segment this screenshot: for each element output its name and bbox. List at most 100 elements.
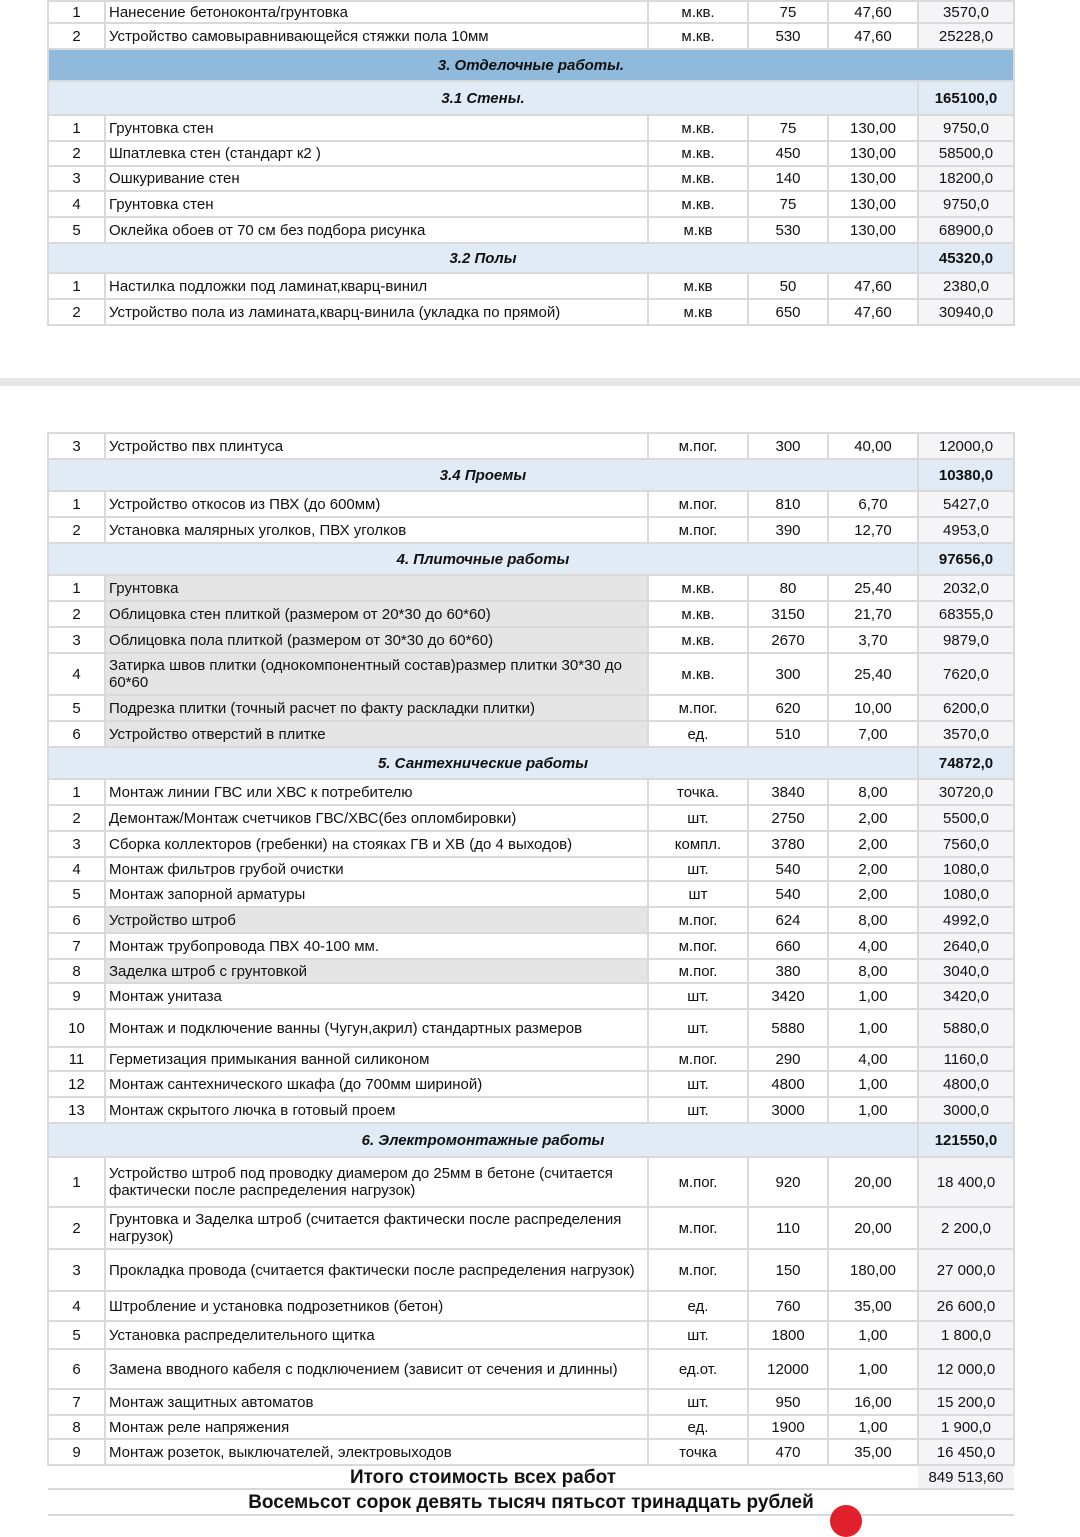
quantity: 4800 <box>747 1070 829 1098</box>
work-description: Облицовка стен плиткой (размером от 20*3… <box>104 600 649 628</box>
quantity: 290 <box>747 1046 829 1072</box>
table-row: 2 Грунтовка и Заделка штроб (считается фа… <box>47 1206 1015 1250</box>
row-number: 12 <box>47 1070 106 1098</box>
grand-total-value: 849 513,60 <box>918 1465 1014 1490</box>
row-total: 16 450,0 <box>917 1438 1015 1466</box>
table-row: 3 Ошкуривание стен м.кв. 140 130,00 18200,0 <box>47 165 1015 192</box>
unit: м.пог. <box>647 694 749 722</box>
quantity: 50 <box>747 272 829 300</box>
price: 2,00 <box>827 880 919 908</box>
price: 130,00 <box>827 216 919 244</box>
table-row: 1 Нанесение бетоноконта/грунтовка м.кв. 75 4… <box>47 0 1015 24</box>
table-row: 2 Установка малярных уголков, ПВХ уголков… <box>47 516 1015 544</box>
row-total: 30720,0 <box>917 778 1015 806</box>
row-number: 8 <box>47 958 106 984</box>
row-number: 4 <box>47 1290 106 1322</box>
grand-total-row: Итого стоимость всех работ 849 513,60 <box>48 1465 1014 1490</box>
work-description: Монтаж реле напряжения <box>104 1414 649 1440</box>
quantity: 470 <box>747 1438 829 1466</box>
row-total: 30940,0 <box>917 298 1015 326</box>
quantity: 920 <box>747 1156 829 1208</box>
row-total: 12 000,0 <box>917 1348 1015 1390</box>
row-total: 68355,0 <box>917 600 1015 628</box>
section-total: 74872,0 <box>917 746 1015 780</box>
quantity: 75 <box>747 114 829 142</box>
work-description: Грунтовка и Заделка штроб (считается фак… <box>104 1206 649 1250</box>
unit: шт. <box>647 982 749 1010</box>
row-number: 2 <box>47 298 106 326</box>
work-description: Герметизация примыкания ванной силиконом <box>104 1046 649 1072</box>
price: 10,00 <box>827 694 919 722</box>
unit: м.кв <box>647 216 749 244</box>
unit: точка <box>647 1438 749 1466</box>
price: 47,60 <box>827 22 919 50</box>
unit: м.кв. <box>647 114 749 142</box>
row-number: 6 <box>47 720 106 748</box>
row-number: 5 <box>47 694 106 722</box>
row-number: 3 <box>47 1248 106 1292</box>
section-title: 3.1 Стены. <box>47 80 919 116</box>
row-total: 18200,0 <box>917 165 1015 192</box>
row-number: 2 <box>47 140 106 167</box>
table-row: 7 Монтаж защитных автоматов шт. 950 16,00 15 … <box>47 1388 1015 1416</box>
work-description: Демонтаж/Монтаж счетчиков ГВС/ХВС(без оп… <box>104 804 649 832</box>
price: 4,00 <box>827 932 919 960</box>
table-row: 12 Монтаж сантехнического шкафа (до 700мм… <box>47 1070 1015 1098</box>
row-total: 12000,0 <box>917 432 1015 460</box>
price: 47,60 <box>827 272 919 300</box>
work-description: Установка малярных уголков, ПВХ уголков <box>104 516 649 544</box>
work-description: Затирка швов плитки (однокомпонентный со… <box>104 652 649 696</box>
work-description: Нанесение бетоноконта/грунтовка <box>104 0 649 24</box>
row-number: 2 <box>47 1206 106 1250</box>
price: 8,00 <box>827 958 919 984</box>
unit: шт. <box>647 1096 749 1124</box>
row-number: 6 <box>47 1348 106 1390</box>
row-total: 1160,0 <box>917 1046 1015 1072</box>
price: 6,70 <box>827 490 919 518</box>
row-total: 4800,0 <box>917 1070 1015 1098</box>
price: 2,00 <box>827 830 919 858</box>
unit: м.кв. <box>647 626 749 654</box>
table-row: 1 Грунтовка стен м.кв. 75 130,00 9750,0 <box>47 114 1015 142</box>
table-row: 3 Облицовка пола плиткой (размером от 30*… <box>47 626 1015 654</box>
work-description: Подрезка плитки (точный расчет по факту … <box>104 694 649 722</box>
table-row: 5 Подрезка плитки (точный расчет по факту… <box>47 694 1015 722</box>
price: 40,00 <box>827 432 919 460</box>
unit: шт. <box>647 1008 749 1048</box>
table-row: 1 Устройство штроб под проводку диамером … <box>47 1156 1015 1208</box>
quantity: 12000 <box>747 1348 829 1390</box>
unit: м.кв. <box>647 0 749 24</box>
estimate-table-part-1: 1 Нанесение бетоноконта/грунтовка м.кв. 75 4… <box>47 0 1015 326</box>
unit: м.пог. <box>647 432 749 460</box>
price: 3,70 <box>827 626 919 654</box>
quantity: 150 <box>747 1248 829 1292</box>
work-description: Устройство откосов из ПВХ (до 600мм) <box>104 490 649 518</box>
section-title: 3. Отделочные работы. <box>47 48 1015 82</box>
row-total: 5500,0 <box>917 804 1015 832</box>
table-row: 3 Прокладка провода (считается фактически… <box>47 1248 1015 1292</box>
work-description: Устройство самовыравнивающейся стяжки по… <box>104 22 649 50</box>
table-row: 6 Устройство штроб м.пог. 624 8,00 4992,0 <box>47 906 1015 934</box>
row-number: 3 <box>47 165 106 192</box>
quantity: 75 <box>747 190 829 218</box>
unit: м.кв. <box>647 140 749 167</box>
price: 20,00 <box>827 1206 919 1250</box>
work-description: Устройство отверстий в плитке <box>104 720 649 748</box>
price: 130,00 <box>827 114 919 142</box>
unit: м.пог. <box>647 906 749 934</box>
quantity: 540 <box>747 880 829 908</box>
quantity: 3420 <box>747 982 829 1010</box>
row-number: 7 <box>47 1388 106 1416</box>
work-description: Монтаж скрытого лючка в готовый проем <box>104 1096 649 1124</box>
row-number: 1 <box>47 0 106 24</box>
table-row: 6 Устройство отверстий в плитке ед. 510 7,00… <box>47 720 1015 748</box>
row-total: 68900,0 <box>917 216 1015 244</box>
work-description: Грунтовка стен <box>104 114 649 142</box>
unit: ед. <box>647 720 749 748</box>
unit: шт. <box>647 856 749 882</box>
row-number: 9 <box>47 982 106 1010</box>
quantity: 3150 <box>747 600 829 628</box>
price: 8,00 <box>827 906 919 934</box>
row-number: 1 <box>47 778 106 806</box>
table-row: 2 Устройство самовыравнивающейся стяжки п… <box>47 22 1015 50</box>
